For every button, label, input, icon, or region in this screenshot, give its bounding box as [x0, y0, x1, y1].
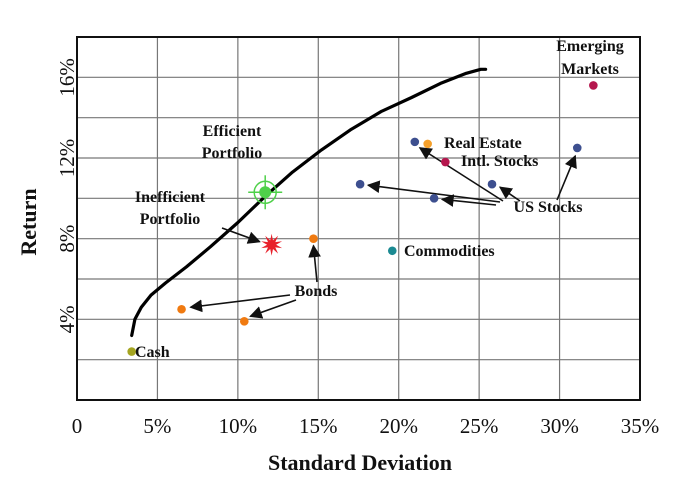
emerging-markets-label-line1: Emerging: [556, 38, 624, 55]
efficient-portfolio-point: [259, 186, 272, 199]
x-tick-label: 25%: [460, 414, 499, 438]
x-tick-label: 35%: [621, 414, 660, 438]
efficient-frontier-curve: [130, 67, 488, 338]
y-tick-label: 12%: [55, 139, 79, 178]
annotation-arrow: [249, 299, 297, 319]
commodities-label: Commodities: [404, 243, 495, 260]
annotation-arrow: [308, 244, 321, 283]
annotation-arrow: [366, 180, 501, 203]
annotation-arrow: [418, 147, 504, 202]
point-bonds: [239, 317, 249, 326]
point-us-stocks: [410, 137, 420, 147]
y-axis-title: Return: [16, 188, 41, 255]
cash-label: Cash: [135, 344, 170, 361]
x-tick-label: 15%: [299, 414, 338, 438]
inefficient-portfolio-label-line1: Inefficient: [135, 189, 206, 206]
point-real-estate: [423, 139, 432, 149]
bonds-label: Bonds: [295, 283, 338, 300]
y-tick-label: 8%: [55, 225, 79, 253]
x-tick-label: 0: [72, 414, 83, 438]
point-cash: [127, 347, 136, 356]
annotation-arrow: [189, 294, 291, 313]
point-intl-stocks: [441, 157, 450, 167]
point-us-stocks: [355, 179, 365, 189]
intl-stocks-label: Intl. Stocks: [461, 153, 538, 170]
y-tick-label: 4%: [55, 305, 79, 333]
point-bonds: [309, 234, 318, 243]
point-emerging-markets: [589, 81, 598, 90]
point-us-stocks: [429, 194, 439, 203]
annotation-arrow: [221, 227, 261, 244]
annotation-arrow: [498, 186, 521, 202]
efficient-portfolio-marker: [248, 175, 283, 210]
point-us-stocks: [487, 179, 497, 189]
emerging-markets-label-line2: Markets: [561, 61, 619, 78]
inefficient-portfolio-starburst: [261, 233, 283, 256]
y-tick-label: 16%: [55, 58, 79, 97]
annotation-arrow: [440, 194, 497, 207]
us-stocks-label: US Stocks: [514, 199, 583, 216]
inefficient-portfolio-label-line2: Portfolio: [140, 211, 200, 228]
point-us-stocks: [572, 143, 582, 153]
efficient-portfolio-label-line2: Portfolio: [202, 145, 262, 162]
x-tick-label: 20%: [379, 414, 418, 438]
efficient-portfolio-label-line1: Efficient: [203, 123, 262, 140]
point-commodities: [387, 246, 397, 256]
x-tick-label: 10%: [219, 414, 258, 438]
plot-frame: [76, 36, 641, 401]
real-estate-label: Real Estate: [444, 135, 522, 152]
annotation-arrow: [556, 154, 577, 201]
x-tick-label: 30%: [540, 414, 579, 438]
x-axis-title: Standard Deviation: [268, 450, 452, 475]
x-tick-label: 5%: [143, 414, 171, 438]
point-bonds: [177, 304, 186, 314]
